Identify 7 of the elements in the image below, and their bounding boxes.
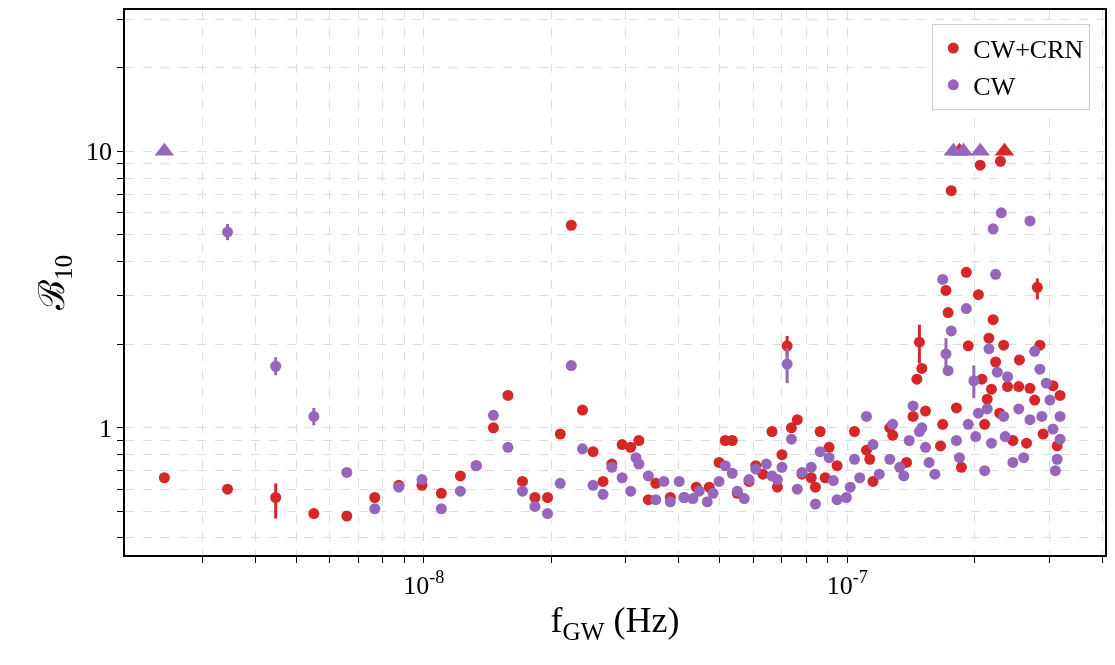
y-tick-label: 1 — [99, 413, 113, 443]
x-tick-label: 10$^{-8}$ — [403, 567, 445, 600]
legend-label: CW — [973, 71, 1016, 101]
y-tick-label: 10 — [86, 137, 113, 167]
x-axis-title: f$_{GW}$ (Hz) — [550, 600, 680, 645]
x-tick-label: 10$^{-7}$ — [826, 567, 868, 600]
legend-label: CW+CRN — [973, 35, 1084, 65]
